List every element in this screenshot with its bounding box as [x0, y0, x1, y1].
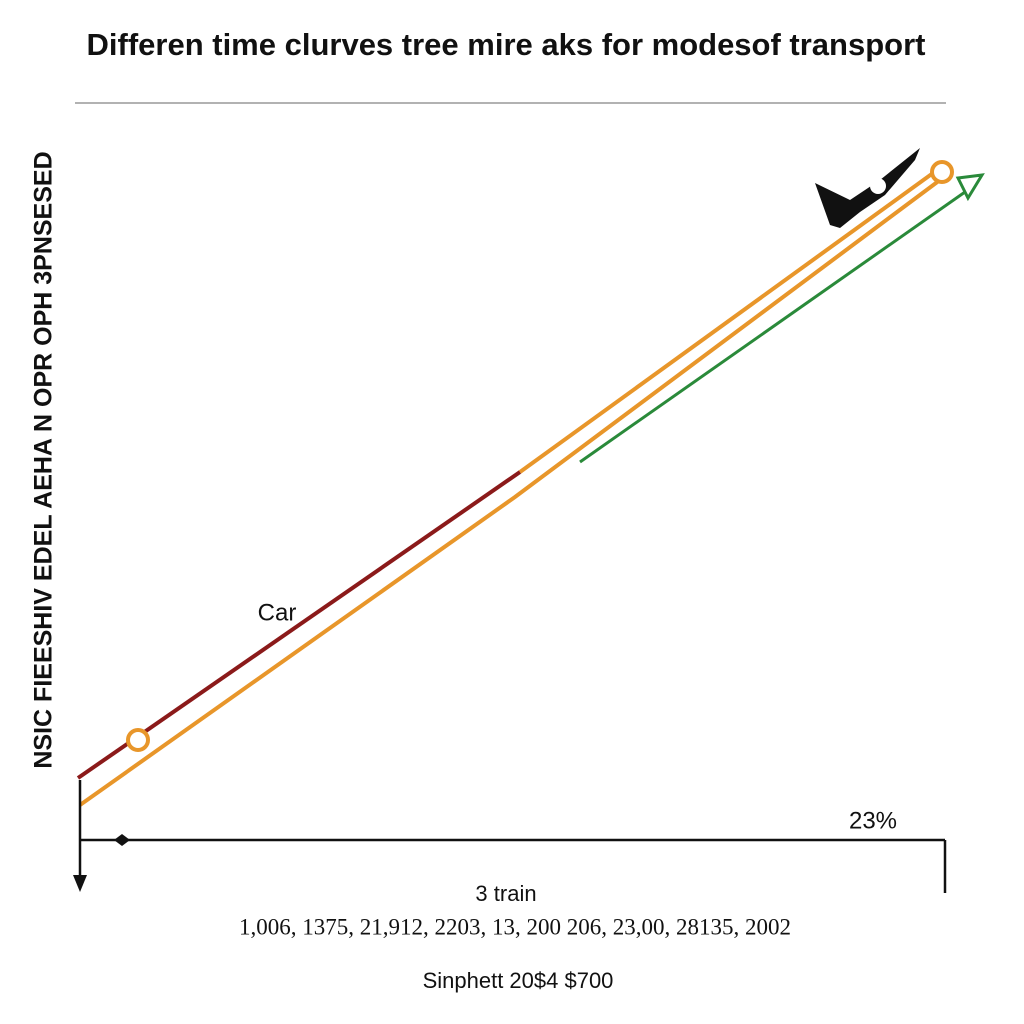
line-label: Car	[258, 599, 297, 626]
x-axis-label: 3 train	[475, 881, 536, 906]
footer-text: Sinphett 20$4 $700	[423, 968, 614, 993]
plane-icon	[815, 148, 920, 228]
corner-label: 23%	[849, 807, 897, 834]
axis-diamond	[114, 834, 130, 846]
orange-curve	[78, 178, 942, 807]
chart-title: Differen time clurves tree mire aks for …	[87, 27, 926, 62]
end-marker	[930, 160, 954, 184]
red-curve	[76, 470, 522, 780]
green-arrowhead	[955, 173, 985, 202]
plane-window	[870, 178, 886, 194]
y-axis-label: NSIC FIEESHIV EDEL AEHA N OPR OPH 3PNSES…	[30, 151, 58, 768]
orange-curve-upper	[518, 166, 942, 474]
x-values: 1,006, 1375, 21,912, 2203, 13, 200 206, …	[239, 914, 791, 939]
green-curve	[579, 190, 966, 464]
axis-arrow	[73, 875, 87, 892]
start-marker	[126, 728, 150, 752]
